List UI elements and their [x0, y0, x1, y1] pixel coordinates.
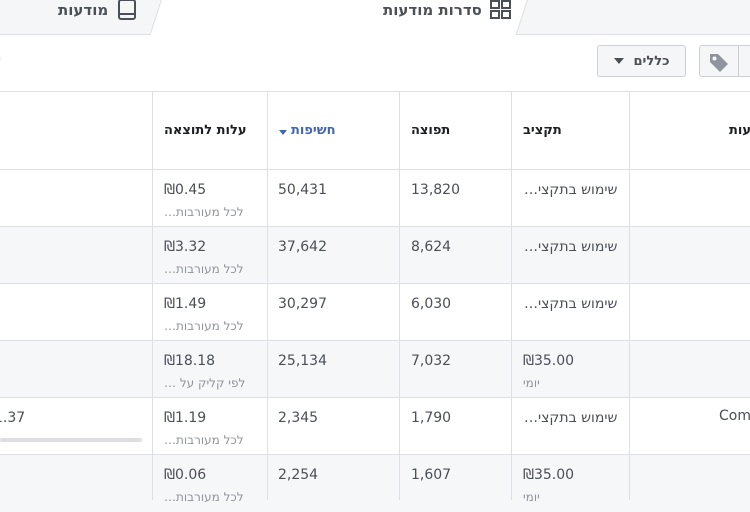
cost-subtext: לכל מעורבות… [164, 433, 244, 447]
table-row[interactable]: ₪0.45 לכל מעורבות… 50,431 13,820 שימוש ב… [0, 170, 750, 227]
budget-value: ₪35.00 [523, 353, 575, 369]
header-cost-per-result[interactable]: עלות לתוצאה [164, 123, 247, 138]
delivery-progress-bar [0, 438, 142, 442]
budget-subtext: יומי [523, 490, 540, 504]
sort-desc-icon [279, 130, 287, 135]
column-divider [399, 92, 400, 500]
toolbar-cut-text: י [0, 53, 1, 68]
impressions-value: 37,642 [278, 239, 327, 255]
cost-value: ₪18.18 [164, 353, 216, 369]
grid-icon [489, 0, 511, 19]
cost-subtext: לפי קליק על … [164, 376, 246, 390]
header-results[interactable]: תפוצה [411, 123, 451, 138]
cost-value: ₪1.49 [164, 296, 207, 312]
cost-subtext: לכל מעורבות… [164, 490, 244, 504]
active-tab-shape [150, 0, 528, 35]
impressions-value: 2,254 [278, 467, 319, 483]
column-divider [267, 92, 268, 500]
reach-value: 1,790 [411, 410, 452, 426]
cost-value: ₪1.19 [164, 410, 207, 426]
cost-subtext: לכל מעורבות… [164, 262, 244, 276]
cost-value: ₪3.32 [164, 239, 207, 255]
cost-value: ₪0.45 [164, 182, 207, 198]
header-impressions[interactable]: חשיפות [291, 123, 336, 138]
table-row[interactable]: ₪0.06 לכל מעורבות… 2,254 1,607 ₪35.00 יו… [0, 455, 750, 512]
table-row[interactable]: ₪3.32 לכל מעורבות… 37,642 8,624 שימוש בת… [0, 227, 750, 284]
impressions-value: 30,297 [278, 296, 327, 312]
reach-value: 8,624 [411, 239, 452, 255]
tag-button[interactable] [699, 45, 750, 77]
column-divider [629, 92, 630, 500]
table-row[interactable]: ₪1.49 לכל מעורבות… 30,297 6,030 שימוש בת… [0, 284, 750, 341]
impressions-value: 25,134 [278, 353, 327, 369]
tag-separator [738, 46, 739, 76]
ad-name[interactable]: Com [719, 408, 750, 424]
table-row[interactable]: ₪18.18 לפי קליק על … 25,134 7,032 ₪35.00… [0, 341, 750, 398]
tab-ad-sets[interactable]: סדרות מודעות [383, 0, 512, 20]
budget-value: שימוש בתקצי… [524, 296, 618, 312]
budget-subtext: יומי [523, 376, 540, 390]
rules-button[interactable]: כללים [597, 45, 686, 77]
tab-ads-label: מודעות [58, 1, 109, 19]
header-budget[interactable]: תקציב [523, 123, 562, 138]
left-column-value: 1.37 [0, 410, 26, 426]
table-header [0, 92, 750, 170]
column-divider [511, 92, 512, 500]
reach-value: 6,030 [411, 296, 452, 312]
cost-subtext: לכל מעורבות… [164, 205, 244, 219]
column-divider [152, 92, 153, 500]
reach-value: 13,820 [411, 182, 460, 198]
cost-value: ₪0.06 [164, 467, 207, 483]
reach-value: 7,032 [411, 353, 452, 369]
rules-label: כללים [633, 53, 670, 69]
ads-table: עלות לתוצאה חשיפות תפוצה תקציב עות ₪0.45… [0, 92, 750, 512]
budget-value: שימוש בתקצי… [524, 182, 618, 198]
toolbar: כללים [0, 35, 750, 92]
caret-down-icon [613, 58, 624, 64]
tab-ad-sets-label: סדרות מודעות [383, 1, 482, 19]
budget-value: ₪35.00 [523, 467, 575, 483]
tab-strip: סדרות מודעות מודעות [0, 0, 750, 35]
tab-ads[interactable]: מודעות [58, 0, 138, 20]
impressions-value: 2,345 [278, 410, 319, 426]
budget-value: שימוש בתקצי… [524, 239, 618, 255]
tablet-icon [118, 0, 137, 20]
table-row[interactable]: 1.37 ₪1.19 לכל מעורבות… 2,345 1,790 שימו… [0, 398, 750, 455]
header-name[interactable]: עות [729, 123, 750, 138]
tag-icon [710, 54, 728, 72]
budget-value: שימוש בתקצי… [524, 410, 618, 426]
impressions-value: 50,431 [278, 182, 327, 198]
reach-value: 1,607 [411, 467, 452, 483]
cost-subtext: לכל מעורבות… [164, 319, 244, 333]
